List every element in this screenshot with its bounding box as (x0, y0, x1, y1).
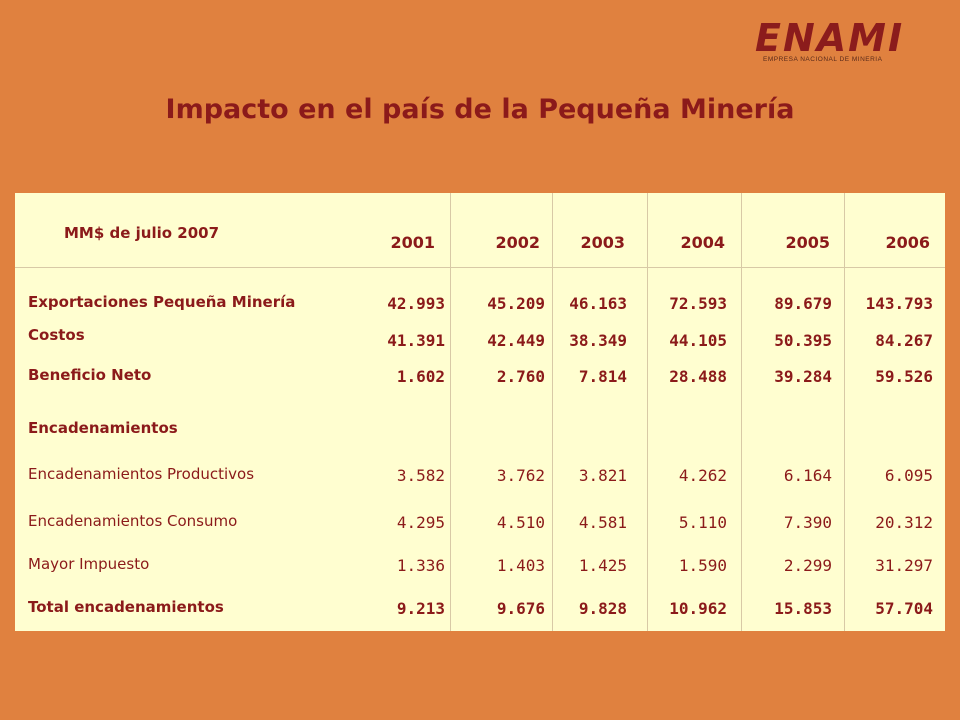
table-cell: 3.821 (578, 466, 627, 485)
table-cell: 15.853 (774, 599, 832, 618)
column-divider (844, 193, 845, 631)
table-cell: 1.336 (396, 556, 445, 575)
table-cell: 46.163 (569, 294, 627, 313)
table-cell: 9.676 (496, 599, 545, 618)
column-divider (647, 193, 648, 631)
table-cell: 7.390 (783, 513, 832, 532)
table-cell: 4.262 (678, 466, 727, 485)
table-cell: 28.488 (669, 367, 727, 386)
table-cell: 2.760 (496, 367, 545, 386)
table-cell: 6.164 (783, 466, 832, 485)
logo-subtitle: EMPRESA NACIONAL DE MINERIA (763, 56, 883, 63)
table-cell: 3.762 (496, 466, 545, 485)
row-label: Encadenamientos Consumo (28, 512, 238, 530)
year-header: 2003 (580, 233, 625, 252)
year-header: 2004 (680, 233, 725, 252)
table-cell: 3.582 (396, 466, 445, 485)
table-cell: 44.105 (669, 331, 727, 350)
table-cell: 89.679 (774, 294, 832, 313)
table-cell: 6.095 (884, 466, 933, 485)
table-cell: 42.449 (487, 331, 545, 350)
column-divider (552, 193, 553, 631)
table-cell: 84.267 (875, 331, 933, 350)
unit-label: MM$ de julio 2007 (64, 224, 220, 242)
year-header: 2002 (495, 233, 540, 252)
year-header: 2001 (390, 233, 435, 252)
column-divider (741, 193, 742, 631)
table-cell: 50.395 (774, 331, 832, 350)
header-divider (15, 267, 945, 268)
table-cell: 42.993 (387, 294, 445, 313)
table-cell: 38.349 (569, 331, 627, 350)
table-cell: 4.581 (578, 513, 627, 532)
table-cell: 4.510 (496, 513, 545, 532)
year-header: 2006 (885, 233, 930, 252)
table-cell: 72.593 (669, 294, 727, 313)
table-cell: 9.828 (578, 599, 627, 618)
row-label: Total encadenamientos (28, 598, 224, 616)
data-table: MM$ de julio 2007 2001 2002 2003 2004 20… (15, 193, 945, 631)
row-label: Beneficio Neto (28, 366, 152, 384)
table-cell: 4.295 (396, 513, 445, 532)
table-cell: 1.590 (678, 556, 727, 575)
table-cell: 5.110 (678, 513, 727, 532)
table-cell: 39.284 (774, 367, 832, 386)
year-header: 2005 (785, 233, 830, 252)
table-cell: 1.602 (396, 367, 445, 386)
table-cell: 59.526 (875, 367, 933, 386)
column-divider (450, 193, 451, 631)
table-cell: 2.299 (783, 556, 832, 575)
table-cell: 143.793 (865, 294, 933, 313)
row-label: Costos (28, 326, 85, 344)
table-cell: 1.425 (578, 556, 627, 575)
table-cell: 31.297 (875, 556, 933, 575)
table-cell: 1.403 (496, 556, 545, 575)
table-cell: 57.704 (875, 599, 933, 618)
table-cell: 45.209 (487, 294, 545, 313)
table-cell: 9.213 (396, 599, 445, 618)
table-cell: 10.962 (669, 599, 727, 618)
table-cell: 41.391 (387, 331, 445, 350)
enami-logo: ENAMI EMPRESA NACIONAL DE MINERIA (755, 18, 935, 68)
row-label: Mayor Impuesto (28, 555, 150, 573)
table-cell: 20.312 (875, 513, 933, 532)
table-cell: 7.814 (578, 367, 627, 386)
row-label: Exportaciones Pequeña Minería (28, 293, 296, 311)
row-label: Encadenamientos Productivos (28, 465, 255, 483)
page-title: Impacto en el país de la Pequeña Minería (165, 94, 795, 125)
row-label: Encadenamientos (28, 419, 178, 437)
logo-name: ENAMI (755, 16, 905, 60)
